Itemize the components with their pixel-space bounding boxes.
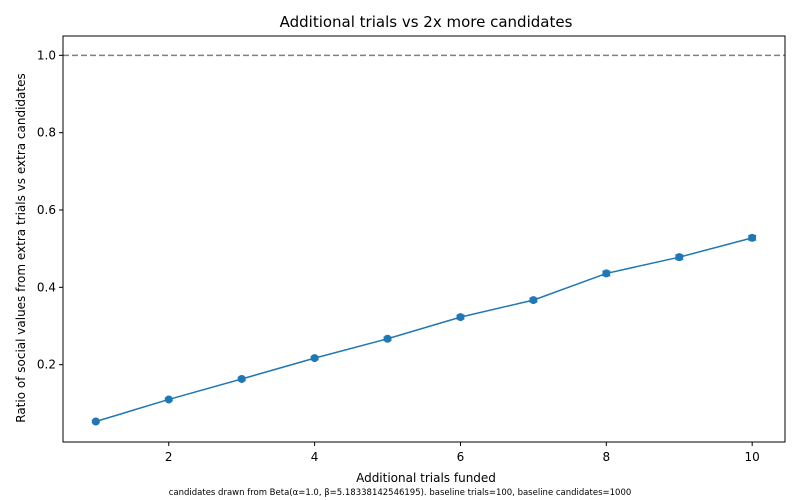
data-point (237, 374, 246, 383)
data-point (748, 233, 757, 242)
y-tick-label: 0.8 (37, 126, 56, 140)
y-tick-label: 0.2 (37, 358, 56, 372)
axes-frame (62, 35, 786, 443)
data-point (602, 269, 611, 278)
data-point (91, 417, 100, 426)
data-point (456, 313, 465, 322)
data-point (310, 354, 319, 363)
x-tick-label: 10 (745, 450, 760, 464)
series-line (95, 237, 753, 423)
chart-caption: candidates drawn from Beta(α=1.0, β=5.18… (169, 488, 632, 498)
x-tick-label: 2 (165, 450, 173, 464)
y-tick-label: 1.0 (37, 48, 56, 62)
y-tick-label: 0.4 (37, 280, 56, 294)
data-point (675, 253, 684, 262)
y-tick-label: 0.6 (37, 203, 56, 217)
x-tick-label: 8 (603, 450, 611, 464)
plot-area (63, 54, 785, 426)
x-tick-label: 4 (311, 450, 319, 464)
chart-title: Additional trials vs 2x more candidates (280, 13, 573, 31)
data-point (529, 296, 538, 305)
data-point (383, 334, 392, 343)
x-tick-label: 6 (457, 450, 465, 464)
y-axis-title: Ratio of social values from extra trials… (14, 73, 28, 423)
data-point (164, 395, 173, 404)
x-axis-title: Additional trials funded (356, 471, 496, 485)
